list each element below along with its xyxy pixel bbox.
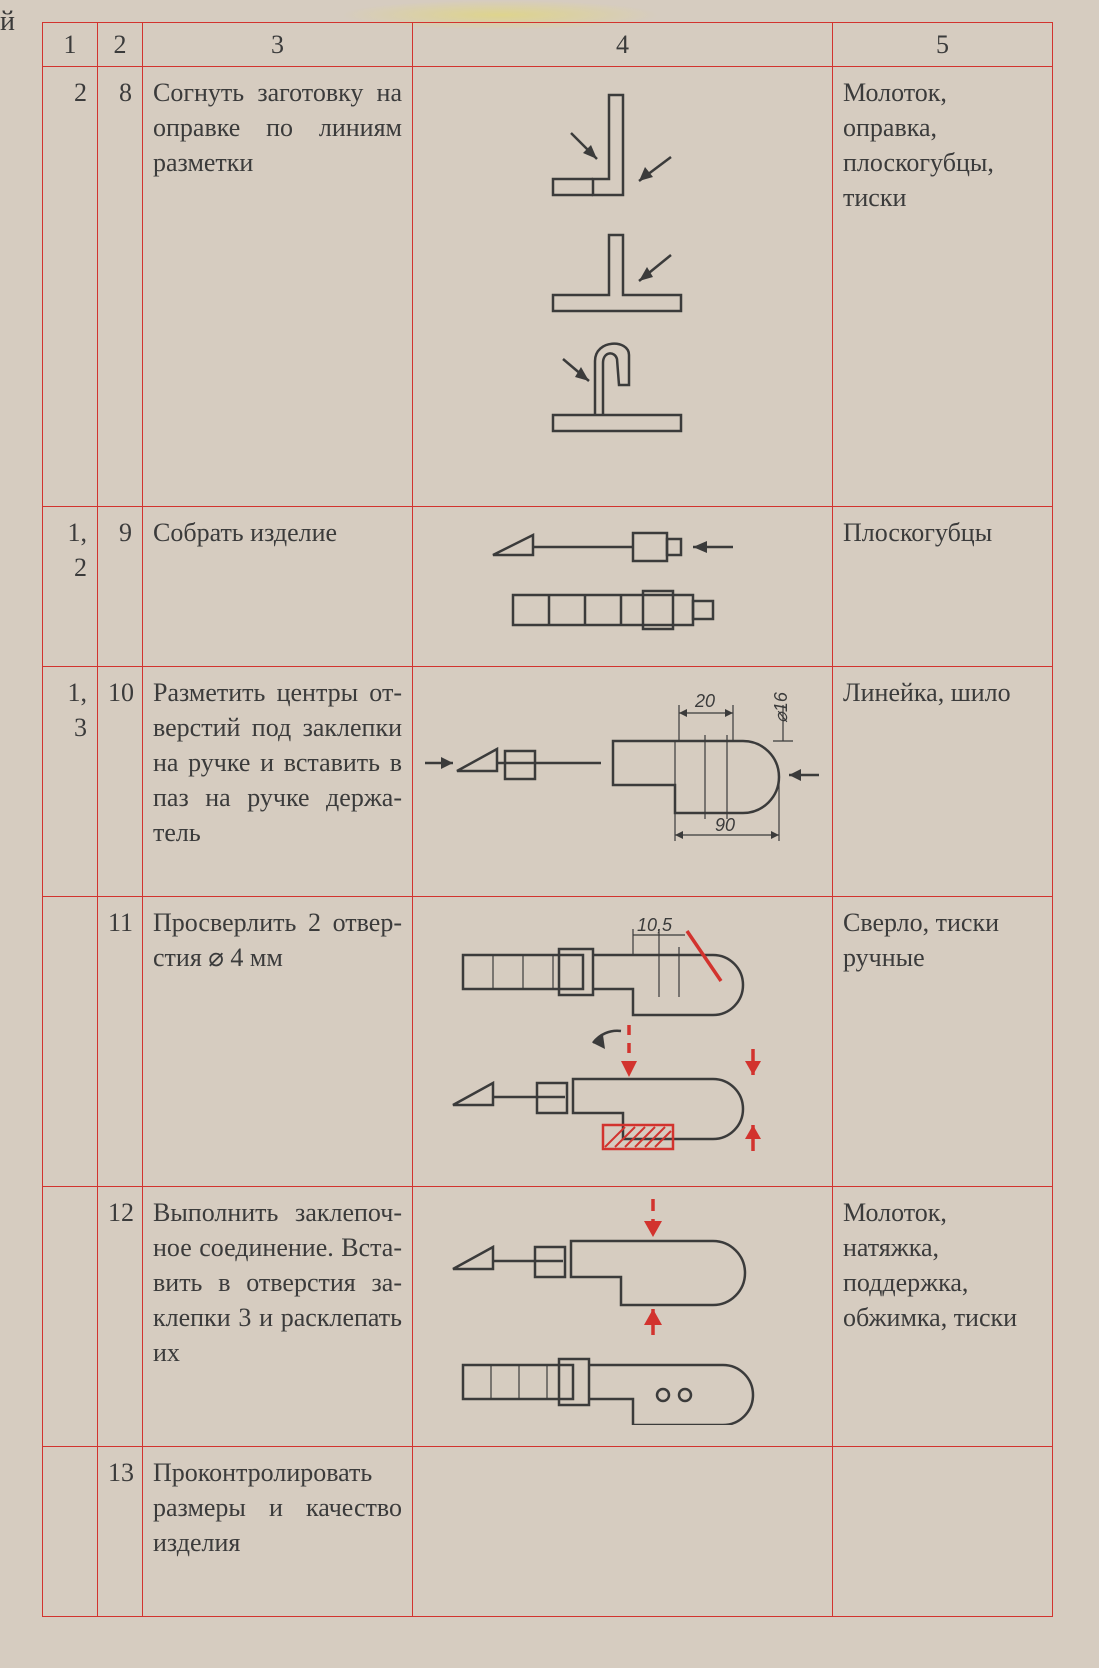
assemble-diagram-icon bbox=[473, 515, 773, 645]
cell-col1 bbox=[43, 897, 98, 1187]
table-row: 1, 2 9 Собрать изделие bbox=[43, 507, 1053, 667]
cell-col1: 1, 2 bbox=[43, 507, 98, 667]
cell-tools: Молоток, натяжка, поддержка, обжимка, ти… bbox=[833, 1187, 1053, 1447]
dim-d16: ⌀16 bbox=[771, 691, 791, 723]
cell-col2: 8 bbox=[98, 67, 143, 507]
table-row: 2 8 Согнуть заготовку на оправке по лини… bbox=[43, 67, 1053, 507]
cell-desc: Собрать изделие bbox=[143, 507, 413, 667]
dim-105: 10,5 bbox=[637, 915, 673, 935]
cell-col1 bbox=[43, 1187, 98, 1447]
table-row: 1, 3 10 Разметить центры от­верстий под … bbox=[43, 667, 1053, 897]
cell-col1 bbox=[43, 1447, 98, 1617]
cell-tools: Молоток, оправка, плоскогубцы, тиски bbox=[833, 67, 1053, 507]
cell-col1: 1, 3 bbox=[43, 667, 98, 897]
cell-diagram bbox=[413, 507, 833, 667]
drill-diagram-icon: 10,5 bbox=[423, 905, 823, 1165]
cell-desc: Просверлить 2 отвер­стия ⌀ 4 мм bbox=[143, 897, 413, 1187]
dim-90: 90 bbox=[715, 815, 735, 835]
page: й 1 2 3 4 5 2 8 Согнуть заготовку на опр… bbox=[0, 0, 1099, 1668]
cell-desc: Разметить центры от­верстий под заклепки… bbox=[143, 667, 413, 897]
edge-clipped-char: й bbox=[0, 6, 15, 38]
col-header-5: 5 bbox=[833, 23, 1053, 67]
cell-col2: 12 bbox=[98, 1187, 143, 1447]
cell-desc: Проконтролировать размеры и качество изд… bbox=[143, 1447, 413, 1617]
cell-desc: Выполнить заклепоч­ное соединение. Вста­… bbox=[143, 1187, 413, 1447]
cell-diagram: 20 ⌀16 90 bbox=[413, 667, 833, 897]
cell-diagram bbox=[413, 1447, 833, 1617]
cell-col2: 13 bbox=[98, 1447, 143, 1617]
cell-col2: 11 bbox=[98, 897, 143, 1187]
mark-diagram-icon: 20 ⌀16 90 bbox=[423, 675, 823, 845]
col-header-3: 3 bbox=[143, 23, 413, 67]
cell-col2: 9 bbox=[98, 507, 143, 667]
cell-col1: 2 bbox=[43, 67, 98, 507]
table-row: 12 Выполнить заклепоч­ное соединение. Вс… bbox=[43, 1187, 1053, 1447]
table-row: 11 Просверлить 2 отвер­стия ⌀ 4 мм bbox=[43, 897, 1053, 1187]
cell-diagram bbox=[413, 67, 833, 507]
bend-diagram-icon bbox=[493, 75, 753, 455]
cell-desc: Согнуть заготовку на оправке по линиям р… bbox=[143, 67, 413, 507]
cell-tools: Сверло, тис­ки ручные bbox=[833, 897, 1053, 1187]
cell-diagram bbox=[413, 1187, 833, 1447]
rivet-diagram-icon bbox=[423, 1195, 823, 1425]
cell-tools: Линейка, шило bbox=[833, 667, 1053, 897]
cell-tools bbox=[833, 1447, 1053, 1617]
col-header-1: 1 bbox=[43, 23, 98, 67]
col-header-4: 4 bbox=[413, 23, 833, 67]
cell-diagram: 10,5 bbox=[413, 897, 833, 1187]
process-table: 1 2 3 4 5 2 8 Согнуть заготовку на оправ… bbox=[42, 22, 1053, 1617]
table-row: 13 Проконтролировать размеры и качество … bbox=[43, 1447, 1053, 1617]
table-header-row: 1 2 3 4 5 bbox=[43, 23, 1053, 67]
dim-20: 20 bbox=[694, 691, 715, 711]
cell-tools: Плоскогубцы bbox=[833, 507, 1053, 667]
cell-col2: 10 bbox=[98, 667, 143, 897]
col-header-2: 2 bbox=[98, 23, 143, 67]
